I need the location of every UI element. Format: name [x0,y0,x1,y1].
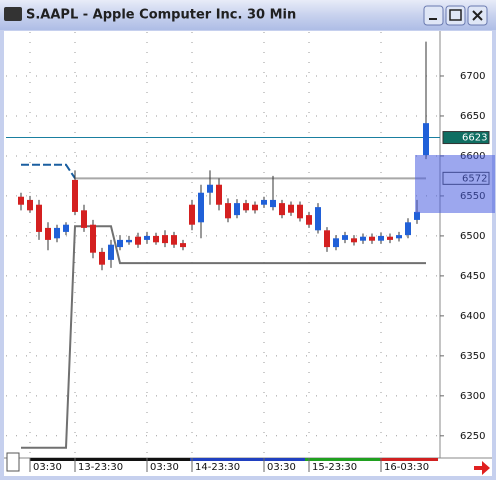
x-tick-label: 13-23:30 [78,462,123,473]
session-strip [380,458,438,461]
candle-body [405,222,411,236]
maximize-button[interactable] [445,5,466,26]
candle-body [396,235,402,239]
x-tick-label: 16-03:30 [384,462,429,473]
x-tick-label: 14-23:30 [195,462,240,473]
price-label: 6623 [462,133,487,144]
indicator-line [21,163,76,179]
candle-body [117,239,123,248]
candle-body [234,203,240,216]
candle-body [369,236,375,241]
session-strip [30,458,190,461]
y-tick-label: 6350 [460,351,485,362]
candle-body [162,235,168,244]
minimize-button[interactable] [423,5,444,26]
candle-body [216,184,222,205]
selection-highlight [415,155,495,213]
y-tick-label: 6450 [460,271,485,282]
candle-body [351,238,357,243]
candle-body [279,203,285,216]
y-tick-label: 6500 [460,231,485,242]
price-box [442,131,490,145]
session-strip [305,458,380,461]
candle-body [288,204,294,213]
candle-body [189,204,195,225]
close-button[interactable] [467,5,488,26]
candle-body [126,239,132,243]
candle-body [360,236,366,241]
candle-body [324,230,330,248]
candle-body [18,196,24,205]
candle-body [99,251,105,265]
candle-body [81,210,87,228]
candle-body [198,192,204,223]
candle-body [333,238,339,248]
app-icon [4,7,22,21]
x-tick-label: 03:30 [33,462,62,473]
candle-body [387,236,393,240]
candle-body [207,184,213,193]
candle-body [270,199,276,208]
window-title: S.AAPL - Apple Computer Inc. 30 Min [26,8,296,23]
y-tick-label: 6650 [460,111,485,122]
candle-body [261,199,267,205]
x-tick-label: 15-23:30 [312,462,357,473]
candle-body [63,224,69,232]
y-tick-label: 6400 [460,311,485,322]
title-bar [0,0,496,30]
candle-body [297,204,303,219]
candle-body [315,207,321,231]
candle-body [135,236,141,245]
candle-body [36,204,42,232]
y-tick-label: 6250 [460,431,485,442]
x-tick-label: 03:30 [267,462,296,473]
y-tick-label: 6300 [460,391,485,402]
candle-body [306,215,312,225]
candle-body [180,243,186,248]
candle-body [378,235,384,241]
candle-body [225,203,231,219]
scroll-arrow[interactable] [474,461,490,475]
candle-body [171,235,177,245]
x-tick-label: 03:30 [150,462,179,473]
candle-body [423,123,429,156]
candle-body [90,224,96,253]
candle-body [153,235,159,243]
candle-body [54,227,60,239]
candle-body [144,235,150,240]
candle-body [27,199,33,211]
candle-body [243,203,249,211]
candle-body [108,244,114,260]
candle-body [72,179,78,212]
session-strip [190,458,305,461]
candle-body [252,204,258,211]
y-tick-label: 6700 [460,71,485,82]
candle-body [45,227,51,240]
scroll-box[interactable] [6,452,20,472]
chart-panel [4,31,492,476]
candle-body [414,211,420,220]
candle-body [342,235,348,240]
